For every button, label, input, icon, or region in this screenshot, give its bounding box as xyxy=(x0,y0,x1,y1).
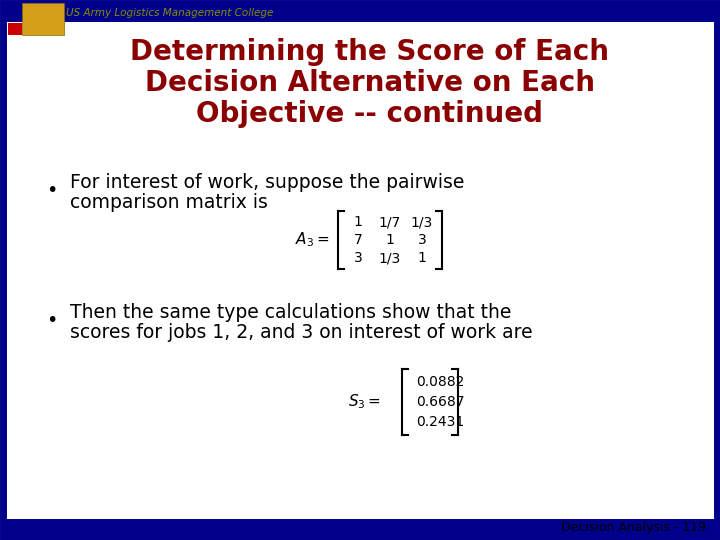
Bar xyxy=(8,23,22,35)
Text: 1: 1 xyxy=(354,215,362,229)
Text: comparison matrix is: comparison matrix is xyxy=(70,192,268,212)
Bar xyxy=(22,3,64,35)
Text: •: • xyxy=(46,180,58,199)
Text: 1: 1 xyxy=(418,251,426,265)
Text: Determining the Score of Each: Determining the Score of Each xyxy=(130,38,610,66)
Text: US Army Logistics Management College: US Army Logistics Management College xyxy=(66,8,274,18)
Text: 0.6687: 0.6687 xyxy=(415,395,464,409)
Text: $S_3=$: $S_3=$ xyxy=(348,393,382,411)
Text: 1/3: 1/3 xyxy=(379,251,401,265)
Text: 3: 3 xyxy=(354,251,362,265)
Text: •: • xyxy=(46,310,58,329)
Text: Decision Analysis - 119: Decision Analysis - 119 xyxy=(561,522,706,535)
Bar xyxy=(3,519,717,537)
Text: 3: 3 xyxy=(418,233,426,247)
Text: 0.2431: 0.2431 xyxy=(416,415,464,429)
Text: 0.0882: 0.0882 xyxy=(416,375,464,389)
Text: 1: 1 xyxy=(386,233,395,247)
Bar xyxy=(8,4,22,21)
Bar xyxy=(3,3,717,22)
Text: 1/3: 1/3 xyxy=(411,215,433,229)
Text: scores for jobs 1, 2, and 3 on interest of work are: scores for jobs 1, 2, and 3 on interest … xyxy=(70,322,533,341)
Text: For interest of work, suppose the pairwise: For interest of work, suppose the pairwi… xyxy=(70,172,464,192)
Text: 1/7: 1/7 xyxy=(379,215,401,229)
Text: Then the same type calculations show that the: Then the same type calculations show tha… xyxy=(70,302,511,321)
Text: 7: 7 xyxy=(354,233,362,247)
Text: $A_3=$: $A_3=$ xyxy=(294,231,329,249)
Text: Objective -- continued: Objective -- continued xyxy=(197,100,544,128)
Text: Decision Alternative on Each: Decision Alternative on Each xyxy=(145,69,595,97)
